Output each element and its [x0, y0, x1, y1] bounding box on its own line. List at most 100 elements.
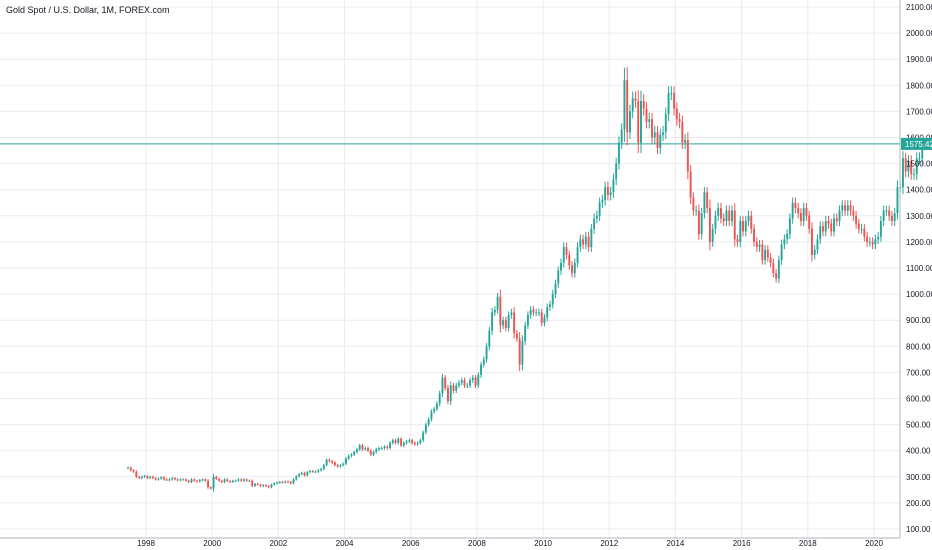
candle-body — [780, 244, 783, 261]
candle-body — [165, 479, 168, 481]
candle-body — [309, 471, 312, 473]
candle-body — [160, 477, 163, 479]
candle-body — [502, 320, 505, 326]
candle-body — [402, 442, 405, 446]
y-tick-label: 1800.00 — [906, 81, 932, 90]
candle-body — [805, 207, 808, 216]
candle-body — [298, 474, 301, 477]
y-tick-label: 900.00 — [906, 316, 931, 325]
candle-body — [295, 476, 298, 480]
candle-body — [822, 226, 824, 232]
y-tick-label: 100.00 — [906, 525, 931, 534]
candle-body — [888, 210, 891, 216]
candle-body — [306, 472, 309, 476]
candle-body — [513, 312, 516, 334]
candle-body — [129, 467, 132, 471]
candle-body — [849, 205, 852, 211]
candle-body — [240, 479, 243, 481]
candle-body — [786, 234, 789, 240]
candle-body — [248, 480, 251, 482]
candle-body — [695, 210, 698, 212]
candle-body — [797, 207, 800, 214]
candle-body — [292, 479, 295, 484]
y-tick-label: 2100.00 — [906, 3, 932, 12]
candle-body — [507, 314, 510, 329]
candle-body — [893, 213, 896, 222]
candle-body — [590, 228, 593, 248]
candle-body — [549, 304, 551, 308]
candle-body — [176, 479, 179, 481]
candle-body — [656, 132, 659, 148]
candle-body — [154, 478, 157, 480]
candle-body — [535, 312, 538, 314]
candle-body — [772, 262, 775, 274]
x-tick-label: 2018 — [799, 539, 817, 548]
candle-body — [215, 476, 218, 479]
candle-body — [835, 218, 838, 222]
candle-body — [427, 419, 430, 425]
candle-body — [813, 249, 816, 255]
candle-body — [799, 213, 802, 222]
candle-body — [753, 228, 756, 242]
candle-body — [546, 307, 549, 318]
candle-body — [458, 382, 460, 386]
candle-body — [593, 218, 596, 229]
candle-body — [626, 80, 629, 133]
candle-body — [504, 320, 507, 329]
candle-body — [383, 446, 386, 449]
candle-body — [700, 213, 703, 235]
candle-body — [463, 380, 466, 386]
candle-body — [300, 472, 303, 475]
candle-body — [389, 442, 392, 449]
candle-body — [455, 385, 458, 391]
candle-body — [565, 247, 568, 255]
candle-body — [598, 202, 601, 216]
candle-body — [242, 479, 245, 481]
candle-body — [882, 210, 885, 222]
y-tick-label: 1900.00 — [906, 55, 932, 64]
candle-body — [151, 476, 154, 479]
candle-body — [190, 479, 193, 483]
candle-body — [251, 480, 254, 486]
candle-body — [367, 448, 369, 451]
candle-body — [918, 158, 921, 160]
candle-body — [824, 221, 827, 232]
candle-body — [168, 479, 171, 481]
candle-body — [452, 385, 455, 391]
y-tick-label: 1300.00 — [906, 212, 932, 221]
candle-body — [317, 470, 320, 472]
candle-body — [689, 171, 692, 198]
candle-body — [808, 215, 811, 229]
candle-body — [750, 215, 753, 229]
candle-body — [480, 364, 483, 376]
candle-body — [664, 114, 667, 133]
candle-body — [673, 93, 676, 109]
candle-body — [529, 309, 532, 315]
candle-body — [582, 239, 585, 245]
candle-body — [405, 441, 408, 443]
candle-body — [686, 140, 689, 172]
x-tick-label: 2006 — [402, 539, 420, 548]
candle-body — [623, 80, 626, 130]
candle-body — [347, 455, 350, 459]
candle-body — [697, 210, 700, 235]
candle-body — [667, 93, 670, 115]
candle-body — [187, 480, 190, 483]
candle-body — [684, 140, 687, 143]
candle-body — [328, 459, 331, 462]
candle-body — [143, 476, 146, 478]
candle-body — [791, 202, 794, 219]
candle-body — [612, 179, 615, 193]
candle-body — [433, 408, 436, 412]
candle-body — [149, 476, 152, 479]
candle-body — [651, 119, 653, 138]
candle-body — [438, 393, 441, 404]
candle-body — [755, 241, 758, 248]
y-tick-label: 1100.00 — [906, 264, 932, 273]
candle-body — [193, 479, 196, 481]
candle-body — [662, 132, 665, 135]
candle-body — [146, 476, 149, 479]
candle-body — [642, 100, 645, 109]
candle-body — [471, 377, 474, 381]
